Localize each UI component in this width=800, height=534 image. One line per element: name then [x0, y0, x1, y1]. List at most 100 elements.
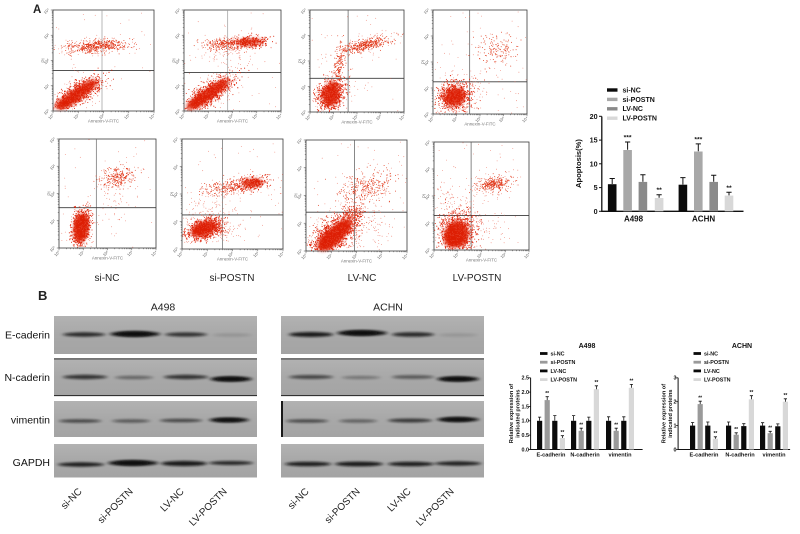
svg-text:10²: 10²	[227, 250, 235, 258]
svg-text:10: 10	[590, 159, 598, 168]
svg-text:10³: 10³	[375, 113, 383, 121]
svg-text:vimentin: vimentin	[11, 415, 50, 427]
svg-text:si-POSTN: si-POSTN	[323, 486, 363, 526]
svg-text:10³: 10³	[126, 249, 134, 257]
svg-text:10⁴: 10⁴	[401, 252, 409, 260]
svg-text:10²: 10²	[227, 112, 235, 120]
svg-text:10²: 10²	[476, 251, 484, 259]
svg-text:10²: 10²	[102, 249, 110, 257]
svg-text:10¹: 10¹	[72, 112, 80, 120]
svg-text:10⁰: 10⁰	[427, 115, 435, 123]
svg-text:LV-NC: LV-NC	[386, 486, 414, 514]
svg-text:ACHN: ACHN	[732, 343, 752, 350]
svg-text:LV-POSTN: LV-POSTN	[551, 378, 578, 384]
svg-text:10³: 10³	[172, 163, 180, 171]
svg-text:Annexin-V-FITC: Annexin-V-FITC	[341, 120, 372, 125]
svg-text:A498: A498	[151, 302, 176, 314]
svg-text:ACHN: ACHN	[692, 215, 715, 224]
svg-text:***: ***	[624, 135, 632, 142]
svg-text:10⁰: 10⁰	[43, 108, 51, 116]
svg-text:10¹: 10¹	[43, 82, 51, 90]
svg-text:10²: 10²	[423, 59, 431, 67]
svg-text:Relative expression ofindicate: Relative expression ofindicated proteins	[509, 384, 522, 444]
svg-text:10⁰: 10⁰	[176, 250, 184, 258]
svg-text:20: 20	[590, 112, 598, 121]
svg-text:2: 2	[674, 400, 677, 406]
svg-text:10²: 10²	[98, 112, 106, 120]
svg-text:LV-NC: LV-NC	[551, 369, 567, 375]
svg-text:10³: 10³	[43, 32, 51, 40]
svg-text:10¹: 10¹	[423, 85, 431, 93]
svg-text:10²: 10²	[424, 193, 432, 201]
svg-text:**: **	[579, 422, 583, 428]
svg-text:B: B	[38, 288, 47, 303]
svg-text:5: 5	[594, 183, 598, 192]
svg-text:10⁴: 10⁴	[171, 136, 179, 144]
svg-text:PI: PI	[421, 60, 426, 64]
svg-text:10⁴: 10⁴	[521, 115, 529, 123]
svg-text:si-NC: si-NC	[704, 351, 718, 357]
svg-text:10²: 10²	[474, 115, 482, 123]
svg-text:10¹: 10¹	[296, 220, 304, 228]
svg-text:10⁴: 10⁴	[42, 7, 50, 15]
svg-text:LV-POSTN: LV-POSTN	[704, 378, 731, 384]
svg-text:10³: 10³	[423, 33, 431, 41]
svg-text:10¹: 10¹	[174, 82, 182, 90]
svg-text:0.5: 0.5	[522, 433, 530, 439]
svg-text:Annexin-V-FITC: Annexin-V-FITC	[92, 256, 123, 261]
svg-text:PI: PI	[298, 59, 303, 63]
svg-text:E-caderin: E-caderin	[5, 330, 50, 342]
svg-text:0: 0	[674, 447, 677, 453]
svg-text:10⁴: 10⁴	[523, 251, 531, 259]
svg-text:Relative expression ofindicate: Relative expression ofindicated proteins	[662, 384, 675, 444]
svg-text:si-NC: si-NC	[59, 486, 84, 511]
svg-text:10⁰: 10⁰	[178, 112, 186, 120]
svg-text:10⁰: 10⁰	[49, 245, 57, 253]
svg-text:si-POSTN: si-POSTN	[704, 360, 729, 366]
svg-text:E-cadherin: E-cadherin	[690, 453, 719, 459]
svg-text:**: **	[713, 431, 717, 437]
svg-text:10³: 10³	[376, 252, 384, 260]
svg-text:**: **	[629, 379, 633, 385]
svg-text:10³: 10³	[424, 166, 432, 174]
svg-text:10¹: 10¹	[328, 113, 336, 121]
svg-text:LV-NC: LV-NC	[159, 486, 187, 514]
svg-text:10¹: 10¹	[202, 112, 210, 120]
svg-text:LV-NC: LV-NC	[623, 106, 643, 113]
svg-text:vimentin: vimentin	[608, 453, 632, 459]
svg-text:PI: PI	[294, 193, 299, 197]
svg-text:10⁰: 10⁰	[424, 247, 432, 255]
svg-text:**: **	[768, 426, 772, 432]
svg-text:0.0: 0.0	[522, 447, 530, 453]
svg-text:1.5: 1.5	[522, 404, 530, 410]
svg-text:10²: 10²	[296, 192, 304, 200]
svg-text:10²: 10²	[351, 113, 359, 121]
svg-text:LV-NC: LV-NC	[704, 369, 720, 375]
svg-text:GAPDH: GAPDH	[13, 457, 50, 469]
svg-text:10⁰: 10⁰	[423, 111, 431, 119]
svg-text:10³: 10³	[251, 112, 259, 120]
svg-text:10⁴: 10⁴	[299, 7, 307, 15]
svg-text:10¹: 10¹	[49, 217, 57, 225]
svg-text:si-NC: si-NC	[623, 87, 641, 94]
svg-text:10⁴: 10⁴	[422, 7, 430, 15]
svg-text:**: **	[614, 422, 618, 428]
svg-text:10¹: 10¹	[424, 220, 432, 228]
svg-text:A: A	[33, 4, 41, 16]
svg-text:Annexin-V-FITC: Annexin-V-FITC	[466, 258, 497, 263]
svg-text:PI: PI	[172, 58, 177, 62]
svg-text:10⁴: 10⁴	[423, 139, 431, 147]
svg-text:si-NC: si-NC	[286, 486, 311, 511]
svg-text:**: **	[783, 393, 787, 399]
svg-text:A498: A498	[624, 215, 644, 224]
svg-text:A498: A498	[579, 343, 596, 350]
svg-text:vimentin: vimentin	[762, 453, 786, 459]
svg-text:10⁰: 10⁰	[47, 112, 55, 120]
svg-text:10⁰: 10⁰	[300, 109, 308, 117]
svg-text:Annexin-V-FITC: Annexin-V-FITC	[88, 119, 119, 124]
svg-text:si-POSTN: si-POSTN	[96, 486, 136, 526]
svg-text:**: **	[560, 430, 564, 436]
svg-text:10⁴: 10⁴	[173, 7, 181, 15]
svg-text:PI: PI	[41, 58, 46, 62]
svg-text:10³: 10³	[498, 115, 506, 123]
